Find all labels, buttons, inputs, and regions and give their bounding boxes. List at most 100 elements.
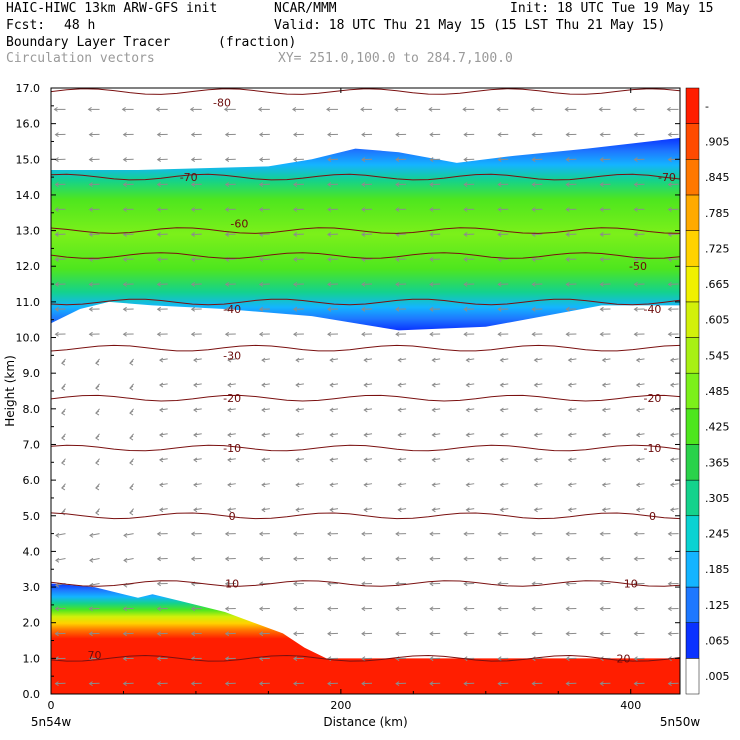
circulation-vector bbox=[636, 458, 645, 461]
circulation-vector-head bbox=[156, 681, 161, 687]
circulation-vector-head bbox=[129, 485, 134, 491]
circulation-vector-head bbox=[361, 606, 366, 612]
circulation-vector-head bbox=[633, 207, 638, 212]
contour-label: 0 bbox=[649, 510, 656, 523]
circulation-vector-head bbox=[533, 457, 538, 463]
circulation-vector-head bbox=[156, 581, 161, 587]
circulation-vector-head bbox=[599, 331, 604, 337]
circulation-vector-head bbox=[395, 306, 400, 312]
contour-label: 20 bbox=[616, 652, 630, 665]
circulation-vector-head bbox=[129, 460, 134, 466]
circulation-vector-head bbox=[95, 460, 100, 466]
circulation-vector bbox=[330, 383, 339, 386]
circulation-vector-head bbox=[224, 556, 230, 562]
circulation-vector-head bbox=[633, 631, 638, 637]
circulation-vector-head bbox=[360, 106, 365, 112]
y-tick-label: 10.0 bbox=[16, 332, 41, 345]
circulation-vector-head bbox=[327, 606, 332, 612]
circulation-vector-head bbox=[293, 232, 298, 237]
circulation-vector bbox=[227, 458, 236, 461]
circulation-vector-head bbox=[258, 331, 264, 337]
circulation-vector-head bbox=[293, 157, 298, 163]
circulation-vector-head bbox=[258, 182, 264, 187]
circulation-vector bbox=[330, 433, 339, 436]
circulation-vector-head bbox=[60, 435, 66, 441]
circulation-vector-head bbox=[497, 82, 500, 86]
circulation-vector bbox=[193, 508, 202, 511]
circulation-vector-head bbox=[363, 407, 368, 413]
y-tick-label: 6.0 bbox=[23, 474, 41, 487]
circulation-vector-head bbox=[530, 106, 535, 112]
circulation-vector-head bbox=[565, 207, 570, 212]
circulation-vector-head bbox=[55, 532, 60, 538]
circulation-vector-head bbox=[293, 581, 298, 587]
circulation-vector-head bbox=[669, 407, 675, 413]
circulation-vector-head bbox=[497, 631, 502, 637]
circulation-vector-head bbox=[361, 681, 366, 687]
circulation-vector-head bbox=[429, 306, 434, 312]
circulation-vector-head bbox=[431, 432, 436, 438]
circulation-vector-head bbox=[329, 432, 334, 438]
circulation-vector bbox=[432, 458, 441, 461]
colorbar-swatch bbox=[685, 515, 700, 552]
circulation-vector-head bbox=[258, 306, 264, 312]
circulation-vector-head bbox=[567, 432, 572, 438]
circulation-vector-head bbox=[465, 407, 470, 413]
contour-label: -60 bbox=[230, 217, 248, 230]
circulation-vector-head bbox=[463, 256, 468, 262]
circulation-vector bbox=[568, 508, 577, 511]
circulation-vector-head bbox=[129, 360, 134, 366]
circulation-vector bbox=[534, 383, 543, 386]
circulation-vector-head bbox=[565, 132, 570, 138]
circulation-vector-head bbox=[329, 357, 334, 363]
circulation-vector bbox=[123, 533, 134, 536]
circulation-vector bbox=[466, 483, 475, 486]
circulation-vector bbox=[670, 483, 679, 486]
circulation-vector-head bbox=[224, 331, 230, 337]
contour-label: 0 bbox=[229, 510, 236, 523]
circulation-vector-head bbox=[565, 82, 568, 86]
circulation-vector bbox=[398, 383, 407, 386]
circulation-vector-head bbox=[363, 357, 368, 363]
colorbar-swatch bbox=[685, 479, 700, 517]
circulation-vector bbox=[466, 358, 475, 361]
circulation-vector-head bbox=[669, 507, 675, 513]
circulation-vector-head bbox=[159, 482, 164, 488]
colorbar-label: .365 bbox=[705, 456, 730, 469]
circulation-vector-head bbox=[599, 157, 604, 163]
circulation-vector-head bbox=[667, 306, 672, 312]
circulation-vector-head bbox=[54, 606, 59, 612]
colorbar-swatch bbox=[685, 444, 700, 481]
circulation-vector-head bbox=[565, 281, 570, 287]
colorbar-swatch bbox=[685, 658, 700, 695]
circulation-vector-head bbox=[361, 631, 366, 637]
colorbar-label: .485 bbox=[705, 385, 730, 398]
circulation-vector-head bbox=[601, 507, 606, 513]
circulation-vector-head bbox=[395, 281, 400, 287]
circulation-vector-head bbox=[224, 581, 230, 587]
colorbar-swatch bbox=[685, 301, 700, 338]
circulation-vector-head bbox=[293, 132, 298, 138]
circulation-vector-head bbox=[531, 531, 536, 537]
y-axis-label: Height (km) bbox=[3, 355, 17, 426]
circulation-vector-head bbox=[463, 232, 468, 237]
circulation-vector-head bbox=[531, 157, 536, 163]
circulation-vector-head bbox=[123, 532, 128, 538]
circulation-vector-head bbox=[258, 556, 264, 562]
circulation-vector-head bbox=[599, 207, 604, 212]
circulation-vector-head bbox=[293, 281, 298, 287]
circulation-vector-head bbox=[497, 132, 502, 138]
circulation-vector-head bbox=[54, 82, 57, 86]
circulation-vector-head bbox=[531, 331, 536, 337]
circulation-vector-head bbox=[122, 132, 127, 138]
circulation-vector-head bbox=[190, 182, 196, 187]
circulation-vector-head bbox=[363, 457, 368, 463]
circulation-vector-head bbox=[261, 432, 266, 438]
circulation-vector-head bbox=[496, 106, 501, 112]
circulation-vector-head bbox=[54, 207, 59, 212]
circulation-vector-head bbox=[122, 656, 127, 662]
circulation-vector bbox=[534, 458, 543, 461]
circulation-vector-head bbox=[429, 581, 434, 587]
circulation-vector-head bbox=[123, 82, 126, 86]
